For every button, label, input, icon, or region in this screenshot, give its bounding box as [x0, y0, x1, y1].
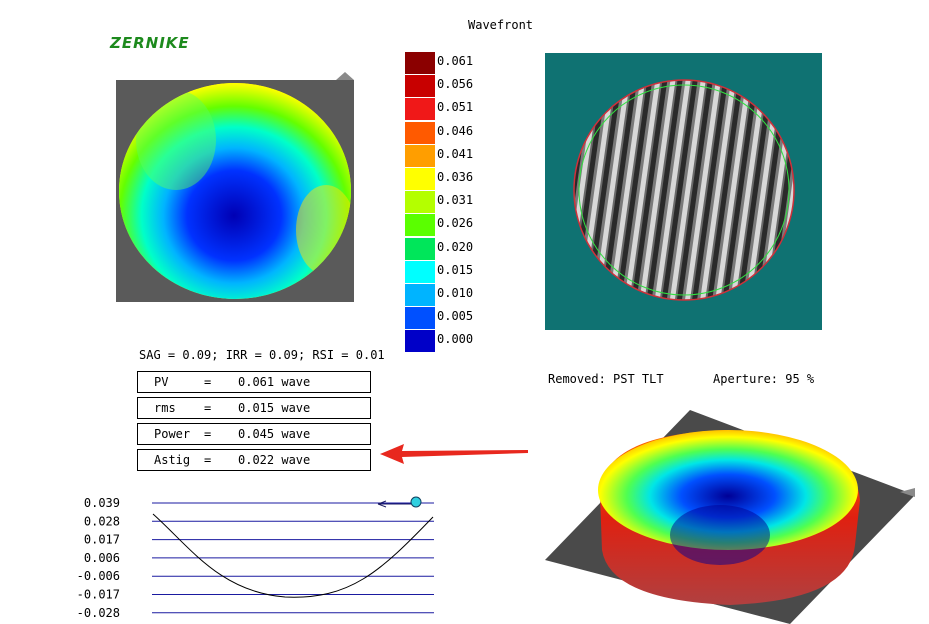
scale-label: 0.056 [437, 77, 474, 92]
scale-swatch [405, 307, 435, 330]
metric-equals: = [204, 401, 212, 415]
scale-swatch [405, 168, 435, 190]
metric-equals: = [204, 453, 212, 467]
metric-name: PV [154, 375, 169, 389]
zernike-logo: ZERNIKE [110, 34, 190, 52]
scale-label: 0.026 [437, 216, 474, 231]
scale-swatch [405, 98, 435, 121]
scale-label: 0.061 [437, 54, 474, 68]
scale-label: 0.010 [437, 286, 474, 300]
scale-swatch [405, 191, 435, 214]
fringe-aperture-circle [573, 79, 795, 301]
metric-equals: = [204, 427, 212, 441]
metric-row: Astig = 0.022 wave [137, 449, 371, 471]
wavefront-3d-surface[interactable] [540, 405, 929, 624]
wavefront-map [119, 83, 351, 299]
scale-swatch [405, 144, 435, 167]
aperture-label: Aperture: 95 % [713, 372, 815, 386]
profile-tick-label: 0.017 [84, 533, 120, 547]
scale-label: 0.015 [437, 262, 474, 277]
color-scale: 0.061 0.056 0.051 0.046 0.041 0.036 0.031 0.026… [405, 52, 473, 353]
scale-swatch [405, 284, 435, 306]
profile-curve [152, 513, 434, 598]
sag-summary: SAG = 0.09; IRR = 0.09; RSI = 0.01 [139, 348, 385, 362]
profile-tick-label: -0.028 [77, 606, 120, 620]
metric-name: rms [154, 401, 176, 415]
scale-label: 0.020 [437, 239, 474, 254]
scale-label: 0.036 [437, 170, 474, 184]
scale-label: 0.046 [437, 123, 474, 138]
metric-row: rms = 0.015 wave [137, 397, 371, 419]
scale-swatch [405, 75, 435, 98]
scale-label: 0.041 [437, 146, 474, 161]
scale-swatch [405, 52, 435, 74]
removed-label: Removed: PST TLT [548, 372, 664, 386]
scale-label: 0.005 [437, 309, 474, 324]
metric-row: Power = 0.045 wave [137, 423, 371, 445]
profile-pointer-arrow [377, 500, 414, 508]
fringe-analysis-circle [578, 84, 790, 296]
wavefront-profile[interactable]: 0.039 0.028 0.017 0.006 -0.006 -0.017 -0.028 [60, 492, 440, 624]
metric-value: 0.022 wave [238, 453, 311, 467]
profile-tick-label: 0.028 [84, 514, 120, 528]
profile-tick-label: -0.006 [77, 569, 120, 583]
scale-label: 0.031 [437, 193, 474, 208]
window-title: Wavefront [468, 18, 534, 32]
fringe-image [573, 79, 795, 301]
red-arrow-icon [380, 444, 528, 464]
metric-name: Astig [154, 453, 191, 467]
panel-corner-handle[interactable] [336, 72, 354, 80]
metric-name: Power [154, 427, 191, 441]
profile-tick-label: 0.039 [84, 496, 120, 510]
fringe-panel [545, 53, 822, 330]
scale-swatch [405, 330, 435, 353]
scale-swatch [405, 121, 435, 144]
profile-handle[interactable] [410, 496, 422, 508]
scale-swatch [405, 214, 435, 237]
scale-swatch [405, 237, 435, 260]
profile-tick-label: -0.017 [77, 588, 120, 602]
profile-tick-label: 0.006 [84, 551, 120, 565]
metric-value: 0.015 wave [238, 401, 311, 415]
metric-value: 0.061 wave [238, 375, 311, 389]
scale-label: 0.000 [437, 332, 474, 347]
metric-equals: = [204, 375, 212, 389]
metric-row: PV = 0.061 wave [137, 371, 371, 393]
metric-value: 0.045 wave [238, 427, 311, 441]
scale-swatch [405, 260, 435, 283]
metrics-table: PV = 0.061 wave rms = 0.015 wave Power = 0.045 w… [137, 371, 371, 475]
wavefront-map-panel[interactable] [116, 72, 354, 302]
scale-label: 0.051 [437, 100, 474, 115]
